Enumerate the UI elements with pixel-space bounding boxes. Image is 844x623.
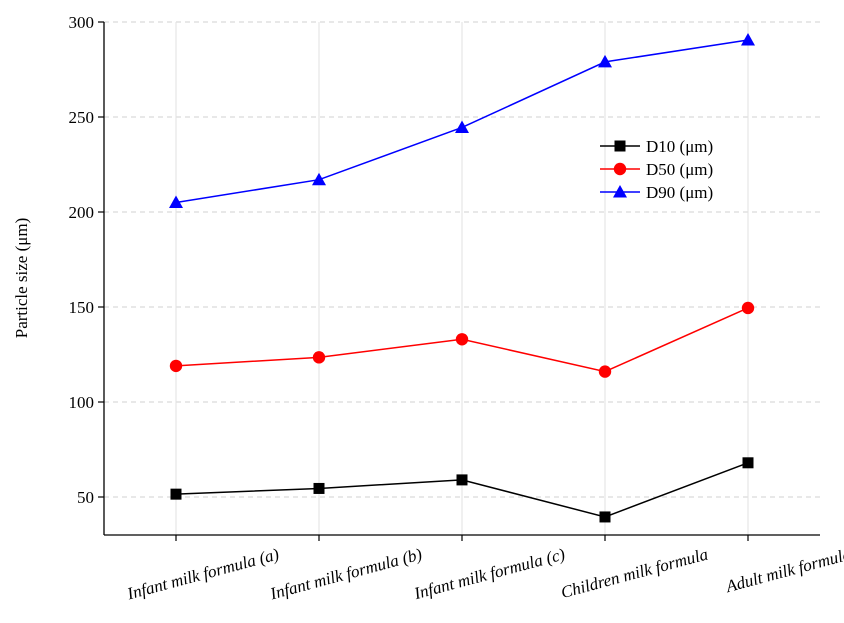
series-2: [169, 301, 755, 378]
x-tick-label: Infant milk formula (c): [411, 544, 567, 603]
y-tick-label: 100: [69, 393, 95, 412]
legend-item-3: D90 (μm): [600, 183, 713, 202]
y-tick-label: 250: [69, 108, 95, 127]
legend-marker: [613, 185, 627, 198]
data-point: [741, 33, 755, 46]
y-tick-label: 300: [69, 13, 95, 32]
data-point: [741, 301, 755, 315]
data-point: [312, 172, 326, 186]
legend-item-1: D10 (μm): [600, 137, 713, 156]
y-tick-label: 50: [77, 488, 94, 507]
data-point: [313, 482, 325, 494]
y-tick-label: 200: [69, 203, 95, 222]
x-tick-label: Infant milk formula (b): [267, 544, 424, 603]
series-1: [170, 457, 754, 523]
data-point: [599, 511, 611, 523]
data-point: [455, 120, 469, 133]
y-axis-label: Particle size (μm): [12, 218, 31, 339]
legend-label: D50 (μm): [646, 160, 713, 179]
legend-item-2: D50 (μm): [600, 160, 713, 179]
data-point: [456, 474, 468, 486]
series-3: [169, 33, 755, 208]
series-layer: [169, 33, 755, 523]
x-tick-label: Children milk formula: [559, 545, 710, 603]
data-point: [598, 365, 612, 378]
grid-lines: [104, 21, 820, 535]
data-point: [598, 54, 612, 68]
legend-marker: [613, 162, 627, 176]
data-point: [169, 359, 183, 373]
axes: 50 100 150 200 250 300 Infant milk formula (a)…: [69, 13, 844, 604]
x-tick-label: Infant milk formula (a): [124, 544, 281, 603]
legend-label: D10 (μm): [646, 137, 713, 156]
data-point: [169, 195, 183, 208]
data-point: [170, 488, 182, 500]
data-point: [742, 457, 754, 469]
legend: D10 (μm) D50 (μm) D90 (μm): [600, 137, 713, 202]
data-point: [312, 351, 326, 364]
legend-marker: [614, 140, 626, 152]
data-point: [455, 333, 469, 346]
y-tick-label: 150: [69, 298, 95, 317]
x-tick-label: Adult milk formula: [723, 545, 844, 597]
legend-label: D90 (μm): [646, 183, 713, 202]
